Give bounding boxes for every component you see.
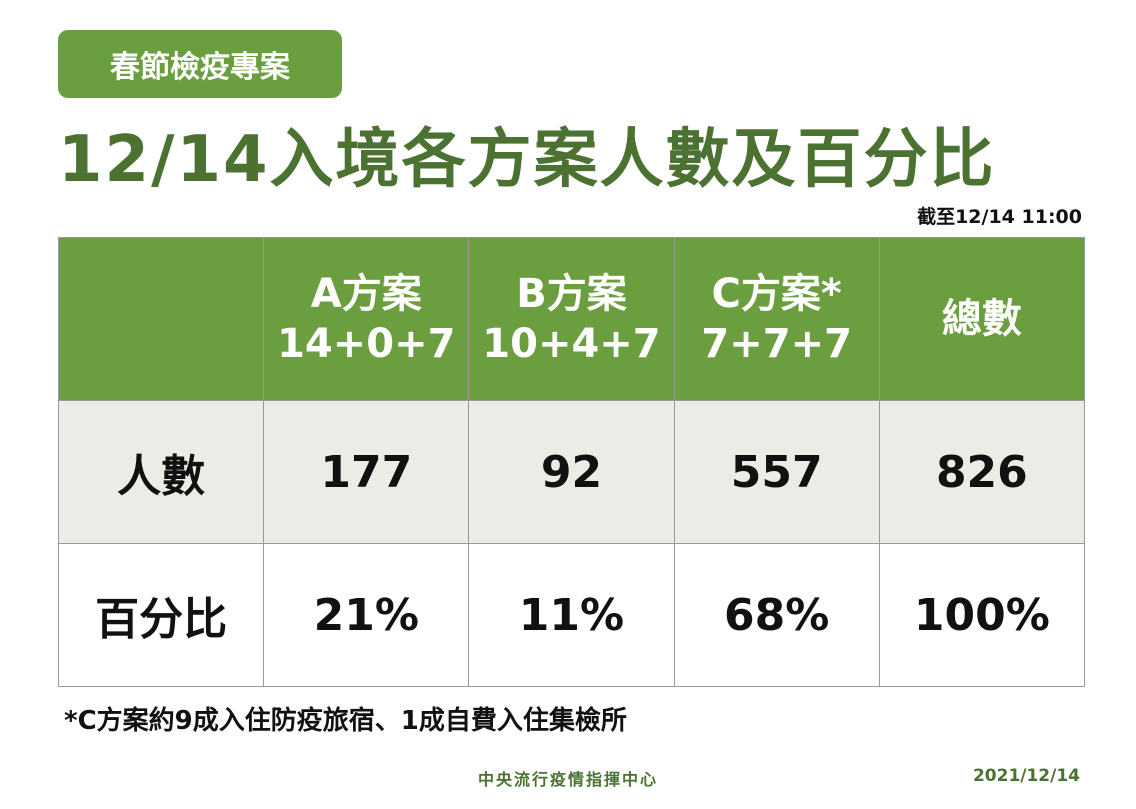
corner-cell (57, 237, 265, 401)
column-header: B方案 10+4+7 (468, 237, 675, 401)
date: 2021/12/14 (972, 766, 1080, 786)
cell: 21% (263, 543, 470, 687)
cell: 68% (673, 543, 880, 687)
row-label: 百分比 (57, 543, 265, 687)
column-header: 總數 (878, 237, 1086, 401)
table-body: 人數 177 92 557 826 百分比 21% 11% 68% 100% (57, 400, 1086, 687)
badge: 春節檢疫專案 (58, 30, 342, 98)
cell: 11% (468, 543, 675, 687)
data-table: A方案 14+0+7 B方案 10+4+7 C方案* 7+7+7 總數 人數 177 92 557… (57, 237, 1086, 687)
as-of: 截至12/14 11:00 (917, 206, 1082, 228)
column-header: C方案* 7+7+7 (673, 237, 880, 401)
organization: 中央流行疫情指揮中心 (477, 770, 658, 789)
title: 12/14入境各方案人數及百分比 (58, 123, 996, 197)
cell: 177 (263, 400, 470, 544)
cell: 557 (673, 400, 880, 544)
footnote: *C方案約9成入住防疫旅宿、1成自費入住集檢所 (64, 706, 627, 736)
column-detail: 14+0+7 (277, 321, 456, 367)
cell: 92 (468, 400, 675, 544)
row-label: 人數 (57, 400, 265, 544)
column-detail: 10+4+7 (482, 321, 661, 367)
column-name: B方案 (516, 271, 627, 317)
header-row: A方案 14+0+7 B方案 10+4+7 C方案* 7+7+7 總數 (57, 237, 1086, 401)
column-detail: 7+7+7 (701, 321, 852, 367)
column-name: 總數 (941, 296, 1022, 342)
column-header: A方案 14+0+7 (263, 237, 470, 401)
column-name: C方案* (711, 271, 842, 317)
cell: 826 (878, 400, 1086, 544)
table-row: 人數 177 92 557 826 (57, 400, 1086, 544)
column-name: A方案 (310, 271, 422, 317)
cell: 100% (878, 543, 1086, 687)
table-row: 百分比 21% 11% 68% 100% (57, 543, 1086, 687)
